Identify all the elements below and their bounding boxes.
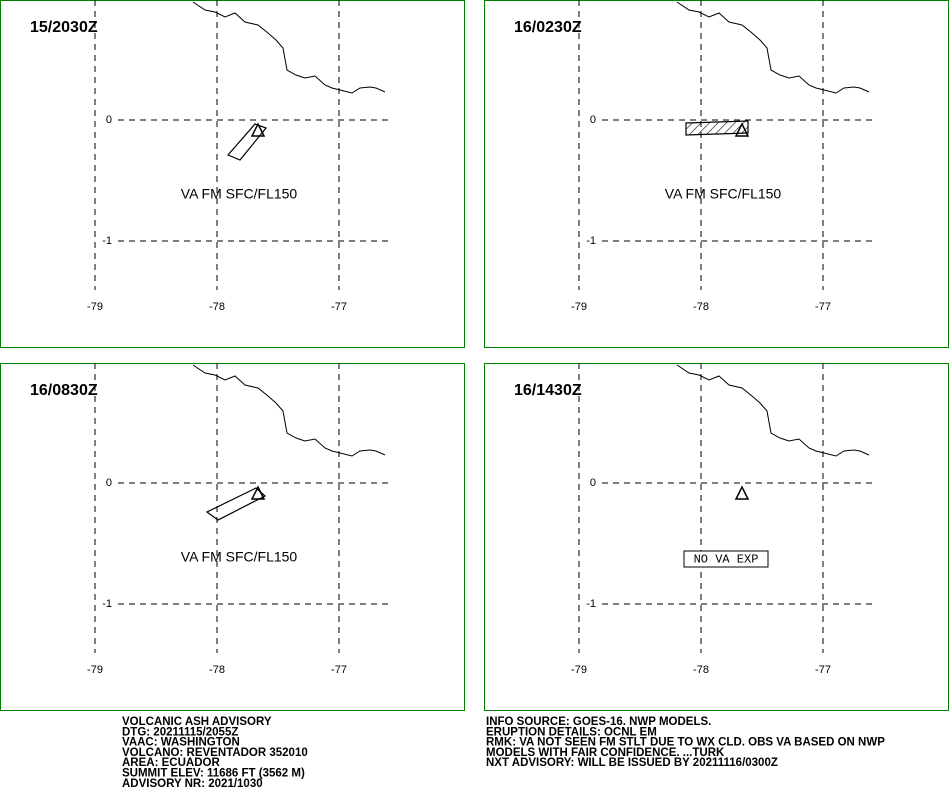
info-line: RMK: VA NOT SEEN FM STLT DUE TO WX CLD. … [486,737,885,749]
info-line: MODELS WITH FAIR CONFIDENCE. ...TURK [486,747,725,759]
panel-border [0,363,465,711]
ash-area [205,487,267,521]
lon-tick-label: -77 [815,301,831,313]
lon-tick-label: -77 [815,664,831,676]
lat-tick-label: 0 [590,114,596,126]
info-line: ADVISORY NR: 2021/1030 [122,778,263,790]
coastline [192,364,386,457]
info-line: DTG: 20211115/2055Z [122,726,238,738]
volcano-symbol [734,122,750,137]
panel-time: 16/0830Z [30,382,98,399]
lat-tick-label: -1 [586,598,596,610]
lat-tick-label: 0 [106,477,112,489]
lon-tick-label: -77 [331,664,347,676]
panel-border [0,0,465,348]
map-panel: -79 -78 -77 0 -1 15/2030Z VA FM SFC/FL150 [0,0,465,348]
lon-tick-label: -79 [87,301,103,313]
lat-tick-label: 0 [590,477,596,489]
volcano-symbol [734,485,750,500]
panel-time: 16/0230Z [514,19,582,36]
panel-time: 15/2030Z [30,19,98,36]
info-line: AREA: ECUADOR [122,757,220,769]
info-line: INFO SOURCE: GOES-16. NWP MODELS. [486,716,711,728]
info-line: VOLCANIC ASH ADVISORY [122,716,272,728]
lon-tick-label: -78 [209,664,225,676]
info-line: NXT ADVISORY: WILL BE ISSUED BY 20211116… [486,757,778,769]
lon-tick-label: -78 [693,664,709,676]
ash-label: NO VA EXP [694,553,759,567]
coastline [192,1,386,94]
lon-tick-label: -79 [571,664,587,676]
label-box [683,550,769,568]
ash-area [685,120,749,136]
lat-tick-label: -1 [102,598,112,610]
lat-tick-label: -1 [586,235,596,247]
ash-label: VA FM SFC/FL150 [181,549,298,565]
lon-tick-label: -77 [331,301,347,313]
ash-area [227,123,267,161]
panel-time: 16/1430Z [514,382,582,399]
coastline [676,364,870,457]
info-line: VAAC: WASHINGTON [122,737,240,749]
panel-border [484,363,949,711]
lon-tick-label: -78 [209,301,225,313]
ash-label: VA FM SFC/FL150 [665,186,782,202]
info-line: ERUPTION DETAILS: OCNL EM [486,726,657,738]
lon-tick-label: -79 [87,664,103,676]
info-line: SUMMIT ELEV: 11686 FT (3562 M) [122,768,305,780]
map-panel: -79 -78 -77 0 -1 16/0830Z VA FM SFC/FL150 [0,363,465,711]
lon-tick-label: -78 [693,301,709,313]
lat-tick-label: -1 [102,235,112,247]
lat-tick-label: 0 [106,114,112,126]
panel-border [484,0,949,348]
info-line: VOLCANO: REVENTADOR 352010 [122,747,308,759]
lon-tick-label: -79 [571,301,587,313]
coastline [676,1,870,94]
volcano-symbol [250,122,266,137]
map-panel: -79 -78 -77 0 -1 16/1430Z NO VA EXP [484,363,949,711]
volcano-symbol [250,485,266,500]
ash-label: VA FM SFC/FL150 [181,186,298,202]
map-panel: -79 -78 -77 0 -1 16/0230Z VA FM SFC/FL150 [484,0,949,348]
